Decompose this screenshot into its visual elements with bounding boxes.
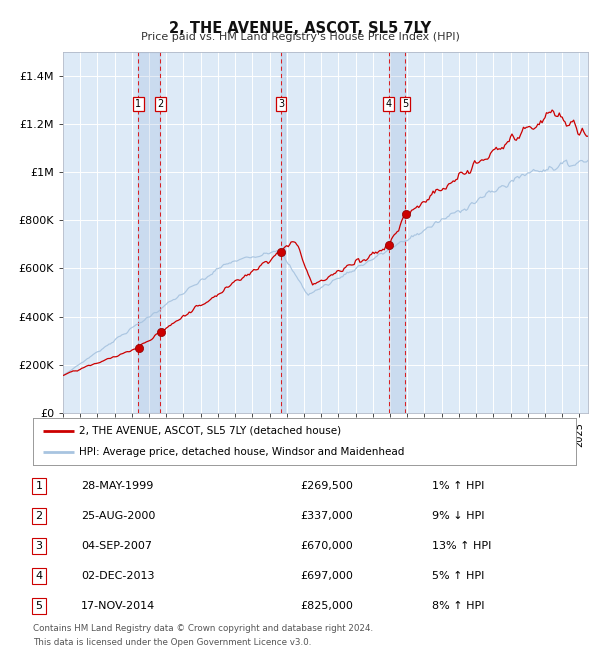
Text: 13% ↑ HPI: 13% ↑ HPI (432, 541, 491, 551)
Text: 1% ↑ HPI: 1% ↑ HPI (432, 481, 484, 491)
Text: Price paid vs. HM Land Registry's House Price Index (HPI): Price paid vs. HM Land Registry's House … (140, 32, 460, 42)
Text: 4: 4 (35, 571, 43, 581)
Text: 04-SEP-2007: 04-SEP-2007 (81, 541, 152, 551)
Text: 28-MAY-1999: 28-MAY-1999 (81, 481, 154, 491)
Bar (281, 52, 286, 413)
Text: 5% ↑ HPI: 5% ↑ HPI (432, 571, 484, 581)
Text: 4: 4 (386, 99, 392, 109)
Text: 5: 5 (35, 601, 43, 611)
Text: £670,000: £670,000 (300, 541, 353, 551)
Text: 02-DEC-2013: 02-DEC-2013 (81, 571, 155, 581)
Point (401, 209, 410, 220)
Point (384, 240, 394, 250)
Text: 2: 2 (157, 99, 163, 109)
Text: HPI: Average price, detached house, Windsor and Maidenhead: HPI: Average price, detached house, Wind… (79, 447, 404, 457)
Bar (389, 52, 405, 413)
Text: 17-NOV-2014: 17-NOV-2014 (81, 601, 155, 611)
Text: £269,500: £269,500 (300, 481, 353, 491)
Text: 2, THE AVENUE, ASCOT, SL5 7LY (detached house): 2, THE AVENUE, ASCOT, SL5 7LY (detached … (79, 426, 341, 436)
Text: 2: 2 (35, 511, 43, 521)
Text: 9% ↓ HPI: 9% ↓ HPI (432, 511, 485, 521)
Point (276, 246, 286, 257)
Bar (139, 52, 160, 413)
Text: £337,000: £337,000 (300, 511, 353, 521)
Text: 2, THE AVENUE, ASCOT, SL5 7LY: 2, THE AVENUE, ASCOT, SL5 7LY (169, 21, 431, 36)
Text: 8% ↑ HPI: 8% ↑ HPI (432, 601, 485, 611)
Text: 25-AUG-2000: 25-AUG-2000 (81, 511, 155, 521)
Point (134, 343, 144, 353)
Text: This data is licensed under the Open Government Licence v3.0.: This data is licensed under the Open Gov… (33, 638, 311, 647)
Text: 1: 1 (136, 99, 142, 109)
Text: 3: 3 (278, 99, 284, 109)
Text: 5: 5 (402, 99, 409, 109)
Text: £697,000: £697,000 (300, 571, 353, 581)
Text: 3: 3 (35, 541, 43, 551)
Text: £825,000: £825,000 (300, 601, 353, 611)
Point (156, 326, 166, 337)
Text: Contains HM Land Registry data © Crown copyright and database right 2024.: Contains HM Land Registry data © Crown c… (33, 624, 373, 633)
Text: 1: 1 (35, 481, 43, 491)
